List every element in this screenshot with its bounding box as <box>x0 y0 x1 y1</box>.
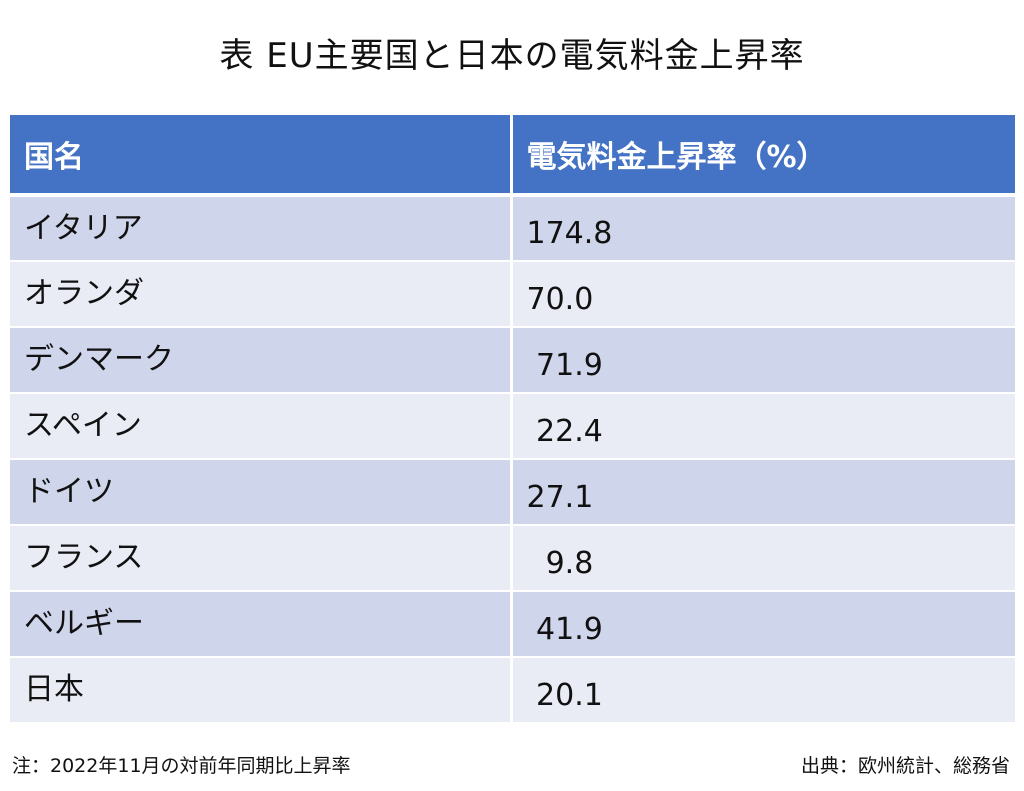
electricity-rate-table: 国名 電気料金上昇率（%） イタリア 174.8 オランダ 70.0 デンマーク… <box>10 115 1015 724</box>
table-row: オランダ 70.0 <box>10 261 1015 328</box>
table-row: デンマーク 71.9 <box>10 327 1015 394</box>
table-row: ベルギー 41.9 <box>10 591 1015 658</box>
country-cell: スペイン <box>10 393 513 460</box>
rate-cell: 9.8 <box>511 525 1015 592</box>
table-row: ドイツ 27.1 <box>10 459 1015 526</box>
table-row: スペイン 22.4 <box>10 393 1015 460</box>
rate-cell: 70.0 <box>511 261 1015 328</box>
table-row: イタリア 174.8 <box>10 195 1015 262</box>
country-cell: デンマーク <box>10 327 513 394</box>
rate-cell: 22.4 <box>511 393 1015 460</box>
source-citation: 出典：欧州統計、総務省 <box>800 755 1010 777</box>
footnote: 注：2022年11月の対前年同期比上昇率 <box>12 755 351 777</box>
table-row: 日本 20.1 <box>10 657 1015 724</box>
country-cell: 日本 <box>10 657 513 724</box>
header-rate: 電気料金上昇率（%） <box>511 115 1015 197</box>
country-cell: オランダ <box>10 261 513 328</box>
table-row: フランス 9.8 <box>10 525 1015 592</box>
country-cell: ドイツ <box>10 459 513 526</box>
header-country: 国名 <box>10 115 513 197</box>
rate-cell: 71.9 <box>511 327 1015 394</box>
country-cell: フランス <box>10 525 513 592</box>
rate-cell: 27.1 <box>511 459 1015 526</box>
rate-cell: 20.1 <box>511 657 1015 724</box>
table-header-row: 国名 電気料金上昇率（%） <box>10 115 1015 197</box>
rate-cell: 174.8 <box>511 195 1015 262</box>
rate-cell: 41.9 <box>511 591 1015 658</box>
page-title: 表 EU主要国と日本の電気料金上昇率 <box>219 36 805 76</box>
country-cell: ベルギー <box>10 591 513 658</box>
country-cell: イタリア <box>10 195 513 262</box>
